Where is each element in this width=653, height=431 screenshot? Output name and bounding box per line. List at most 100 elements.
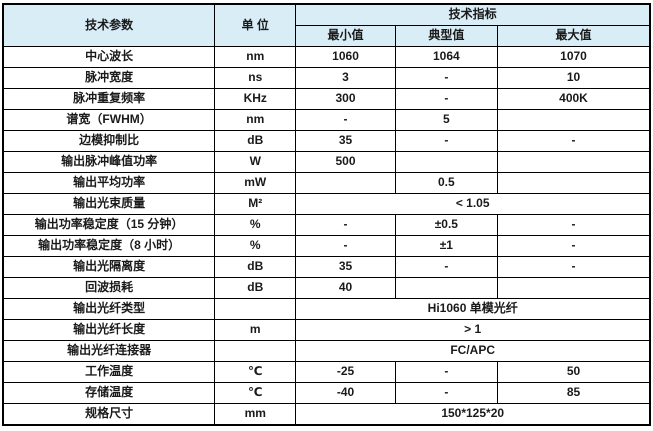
table-row: 输出光纤类型 Hi1060 单模光纤 (2, 298, 651, 320)
table-row: 存储温度 ℃ -40 - 85 (2, 382, 651, 404)
table-row: 中心波长 nm 1060 1064 1070 (2, 46, 651, 68)
table-row: 脉冲重复频率 KHz 300 - 400K (2, 88, 651, 110)
max-cell: 1070 (496, 46, 651, 68)
header-typ: 典型值 (394, 25, 498, 47)
table-header: 技术参数 单 位 技术指标 最小值 典型值 最大值 (2, 3, 651, 47)
table-row: 输出光纤连接器 FC/APC (2, 340, 651, 362)
typ-cell: - (394, 256, 498, 278)
min-cell: 1060 (295, 46, 396, 68)
span-value-cell: > 1 (295, 319, 651, 341)
unit-cell: W (214, 151, 297, 173)
unit-cell: M² (214, 193, 297, 215)
param-cell: 输出功率稳定度（15 分钟） (2, 214, 216, 236)
param-cell: 中心波长 (2, 46, 216, 68)
unit-cell: dB (214, 277, 297, 299)
table-row: 输出脉冲峰值功率 W 500 (2, 151, 651, 173)
header-spec: 技术指标 (295, 3, 651, 26)
param-cell: 工作温度 (2, 361, 216, 383)
min-cell: 500 (295, 151, 396, 173)
table-row: 谱宽（FWHM） nm - 5 (2, 109, 651, 131)
max-cell: - (496, 256, 651, 278)
max-cell: - (496, 130, 651, 152)
max-cell: 50 (496, 361, 651, 383)
min-cell: - (295, 109, 396, 131)
param-cell: 规格尺寸 (2, 403, 216, 426)
table-row: 输出光束质量 M² < 1.05 (2, 193, 651, 215)
typ-cell: - (394, 67, 498, 89)
typ-cell: 0.5 (394, 172, 498, 194)
span-value-cell: 150*125*20 (295, 403, 651, 426)
header-unit: 单 位 (214, 3, 297, 47)
min-cell: - (295, 214, 396, 236)
table-row: 输出功率稳定度（8 小时） % - ±1 - (2, 235, 651, 257)
param-cell: 谱宽（FWHM） (2, 109, 216, 131)
spec-table: 技术参数 单 位 技术指标 最小值 典型值 最大值 中心波长 nm 1060 1… (2, 3, 651, 426)
unit-cell: nm (214, 109, 297, 131)
min-cell: 35 (295, 130, 396, 152)
typ-cell (394, 151, 498, 173)
max-cell (496, 172, 651, 194)
unit-cell: ns (214, 67, 297, 89)
header-param: 技术参数 (2, 3, 216, 47)
max-cell: 10 (496, 67, 651, 89)
table-row: 输出光纤长度 m > 1 (2, 319, 651, 341)
unit-cell: dB (214, 130, 297, 152)
typ-cell (394, 277, 498, 299)
min-cell (295, 172, 396, 194)
typ-cell: - (394, 88, 498, 110)
min-cell: 3 (295, 67, 396, 89)
unit-cell: mm (214, 403, 297, 426)
typ-cell: 5 (394, 109, 498, 131)
param-cell: 输出光隔离度 (2, 256, 216, 278)
typ-cell: - (394, 130, 498, 152)
typ-cell: 1064 (394, 46, 498, 68)
table-row: 输出光隔离度 dB 35 - - (2, 256, 651, 278)
typ-cell: - (394, 361, 498, 383)
min-cell: 300 (295, 88, 396, 110)
max-cell: 85 (496, 382, 651, 404)
max-cell (496, 151, 651, 173)
unit-cell: % (214, 235, 297, 257)
typ-cell: ±0.5 (394, 214, 498, 236)
unit-cell: nm (214, 46, 297, 68)
unit-cell: KHz (214, 88, 297, 110)
param-cell: 脉冲重复频率 (2, 88, 216, 110)
min-cell: -40 (295, 382, 396, 404)
span-value-cell: < 1.05 (295, 193, 651, 215)
param-cell: 输出脉冲峰值功率 (2, 151, 216, 173)
max-cell (496, 109, 651, 131)
table-row: 脉冲宽度 ns 3 - 10 (2, 67, 651, 89)
param-cell: 回波损耗 (2, 277, 216, 299)
table-row: 回波损耗 dB 40 (2, 277, 651, 299)
unit-cell (214, 340, 297, 362)
param-cell: 输出光纤长度 (2, 319, 216, 341)
unit-cell: % (214, 214, 297, 236)
param-cell: 输出功率稳定度（8 小时） (2, 235, 216, 257)
param-cell: 边模抑制比 (2, 130, 216, 152)
table-row: 输出功率稳定度（15 分钟） % - ±0.5 - (2, 214, 651, 236)
param-cell: 输出光束质量 (2, 193, 216, 215)
typ-cell: ±1 (394, 235, 498, 257)
table-row: 输出平均功率 mW 0.5 (2, 172, 651, 194)
table-row: 规格尺寸 mm 150*125*20 (2, 403, 651, 426)
min-cell: -25 (295, 361, 396, 383)
min-cell: 35 (295, 256, 396, 278)
max-cell: - (496, 235, 651, 257)
param-cell: 脉冲宽度 (2, 67, 216, 89)
unit-cell: ℃ (214, 361, 297, 383)
unit-cell: mW (214, 172, 297, 194)
unit-cell: ℃ (214, 382, 297, 404)
max-cell: - (496, 214, 651, 236)
max-cell: 400K (496, 88, 651, 110)
param-cell: 存储温度 (2, 382, 216, 404)
unit-cell: m (214, 319, 297, 341)
param-cell: 输出光纤连接器 (2, 340, 216, 362)
span-value-cell: Hi1060 单模光纤 (295, 298, 651, 320)
max-cell (496, 277, 651, 299)
min-cell: - (295, 235, 396, 257)
unit-cell: dB (214, 256, 297, 278)
table-row: 工作温度 ℃ -25 - 50 (2, 361, 651, 383)
table-row: 边模抑制比 dB 35 - - (2, 130, 651, 152)
unit-cell (214, 298, 297, 320)
